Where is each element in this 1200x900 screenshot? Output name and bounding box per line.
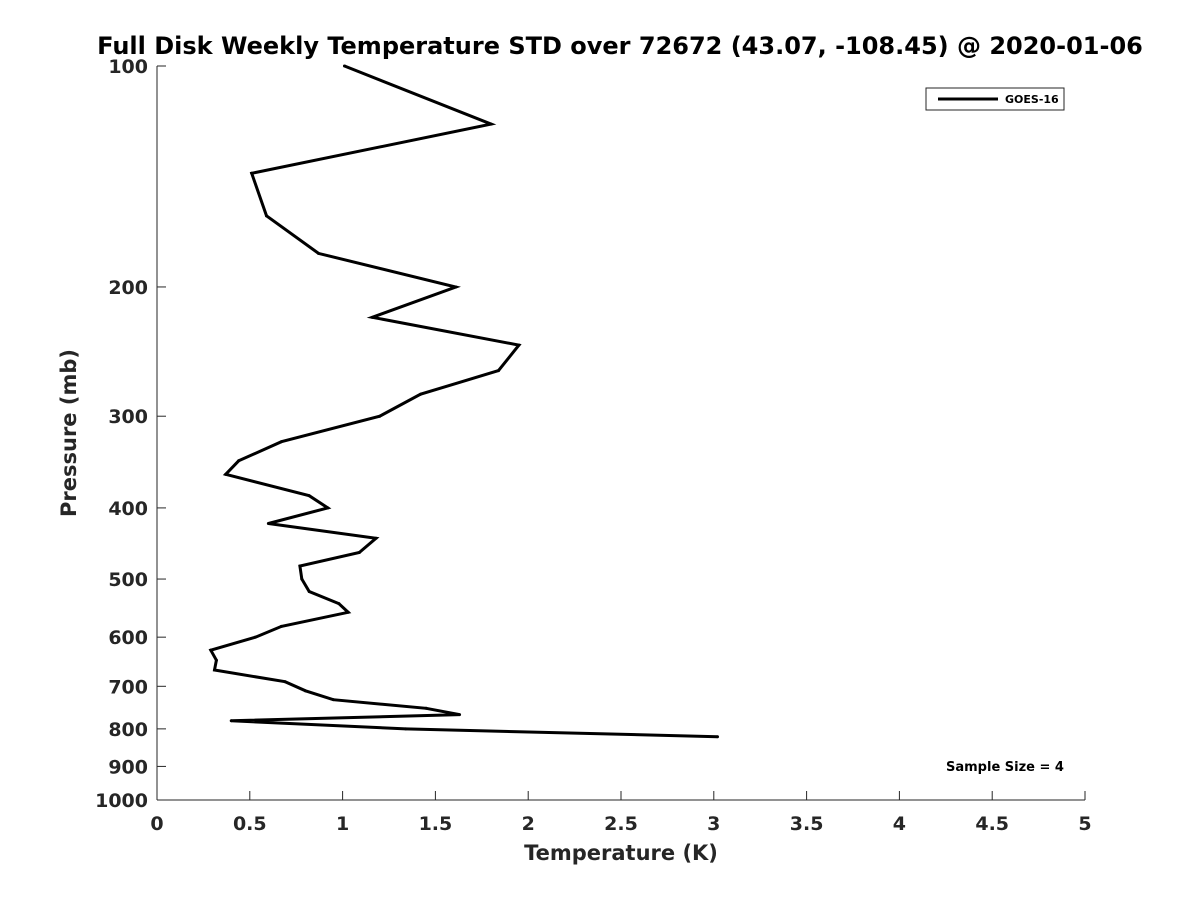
series-points-goes16 xyxy=(209,64,720,739)
sample-size-annotation: Sample Size = 4 xyxy=(946,760,1064,775)
y-tick-label: 800 xyxy=(108,719,148,741)
data-point xyxy=(337,602,341,606)
x-tick-label: 0 xyxy=(150,813,163,835)
y-tick-label: 200 xyxy=(108,277,148,299)
data-point xyxy=(331,698,335,702)
legend: GOES-16 xyxy=(925,87,1065,111)
data-point xyxy=(374,536,378,540)
x-tick-label: 2.5 xyxy=(604,813,638,835)
data-point xyxy=(209,648,213,652)
y-tick-label: 700 xyxy=(108,676,148,698)
x-tick-label: 4.5 xyxy=(975,813,1009,835)
data-point xyxy=(370,315,374,319)
data-point xyxy=(404,727,408,731)
data-point xyxy=(279,440,283,444)
data-point xyxy=(326,506,330,510)
data-point xyxy=(458,713,462,717)
data-point xyxy=(454,285,458,289)
x-tick-label: 3 xyxy=(707,813,720,835)
data-point xyxy=(303,689,307,693)
data-point xyxy=(300,577,304,581)
data-point xyxy=(357,550,361,554)
data-point xyxy=(265,214,269,218)
data-point xyxy=(266,521,270,525)
y-tick-label: 1000 xyxy=(95,790,148,812)
data-point xyxy=(346,610,350,614)
data-point xyxy=(250,171,254,175)
data-point xyxy=(229,719,233,723)
x-tick-label: 3.5 xyxy=(790,813,824,835)
chart-title: Full Disk Weekly Temperature STD over 72… xyxy=(97,32,1143,60)
y-tick-label: 100 xyxy=(108,56,148,78)
data-point xyxy=(224,472,228,476)
x-tick-label: 5 xyxy=(1078,813,1091,835)
data-point xyxy=(213,668,217,672)
y-axis-ticks: 100 200 300 400 500 600 700 800 900 1000 xyxy=(95,56,166,812)
y-tick-label: 500 xyxy=(108,569,148,591)
x-tick-label: 4 xyxy=(893,813,906,835)
data-point xyxy=(424,706,428,710)
x-tick-label: 0.5 xyxy=(233,813,267,835)
data-point xyxy=(214,658,218,662)
data-point xyxy=(489,122,493,126)
data-point xyxy=(378,414,382,418)
data-point xyxy=(716,735,720,739)
legend-label-goes16: GOES-16 xyxy=(1005,93,1059,106)
data-point xyxy=(298,564,302,568)
data-point xyxy=(517,343,521,347)
y-tick-label: 400 xyxy=(108,498,148,520)
data-point xyxy=(307,494,311,498)
data-point xyxy=(283,680,287,684)
data-point xyxy=(342,64,346,68)
x-tick-label: 1.5 xyxy=(419,813,453,835)
x-tick-label: 2 xyxy=(522,813,535,835)
y-tick-label: 300 xyxy=(108,406,148,428)
x-tick-label: 1 xyxy=(336,813,349,835)
data-point xyxy=(237,459,241,463)
data-point xyxy=(419,392,423,396)
y-tick-label: 900 xyxy=(108,756,148,778)
x-axis-ticks: 0 0.5 1 1.5 2 2.5 3 3.5 4 4.5 5 xyxy=(150,791,1092,835)
data-point xyxy=(497,369,501,373)
data-point xyxy=(307,590,311,594)
data-point xyxy=(316,251,320,255)
data-point xyxy=(279,624,283,628)
x-axis-label: Temperature (K) xyxy=(524,841,718,865)
y-axis-label: Pressure (mb) xyxy=(57,349,81,517)
data-point xyxy=(253,635,257,639)
y-tick-label: 600 xyxy=(108,627,148,649)
